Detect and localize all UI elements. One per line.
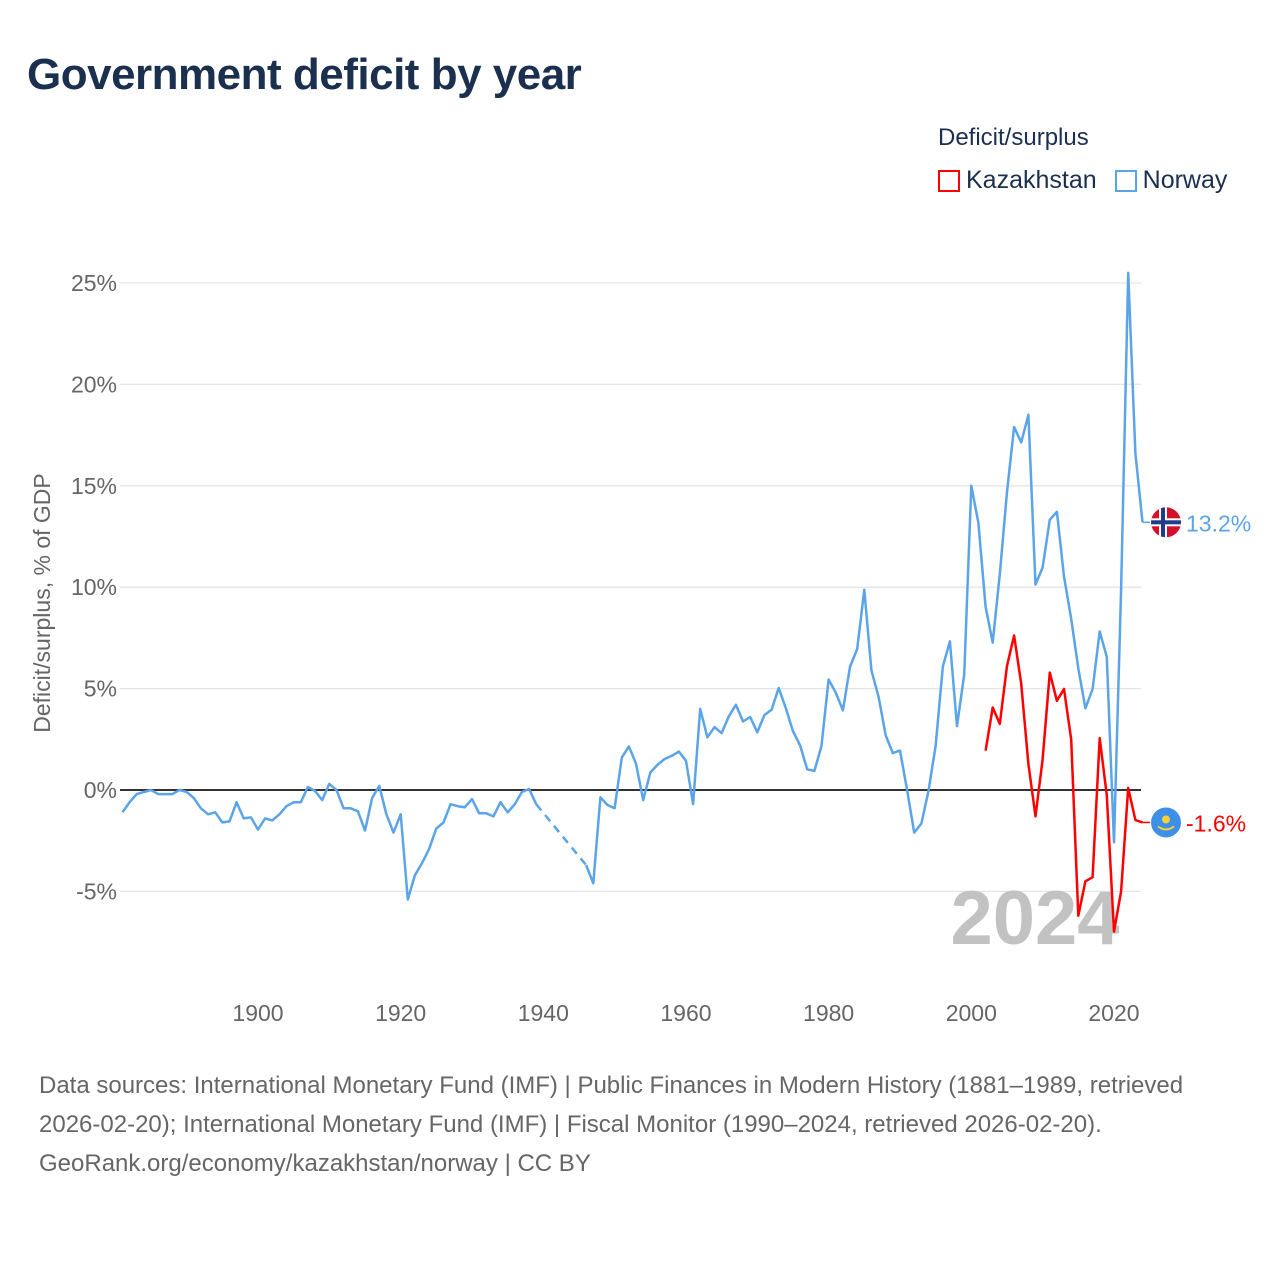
legend-swatch-norway xyxy=(1114,169,1137,192)
legend-swatch-kazakhstan xyxy=(938,169,960,192)
x-tick-label: 1900 xyxy=(232,1000,283,1026)
norway-gap-line xyxy=(535,803,588,866)
legend-title: Deficit/surplus xyxy=(938,124,1089,151)
y-tick-label: 20% xyxy=(71,371,117,397)
legend-label-kazakhstan: Kazakhstan xyxy=(966,166,1097,194)
y-tick-label: 5% xyxy=(84,676,117,702)
y-tick-label: 15% xyxy=(71,473,117,499)
watermark-year: 2024 xyxy=(950,876,1119,961)
norway-line xyxy=(584,271,1144,885)
footer: Data sources: International Monetary Fun… xyxy=(39,1066,1239,1183)
x-tick-label: 1920 xyxy=(375,1000,426,1026)
kazakhstan-line xyxy=(984,634,1143,933)
x-tick-label: 2020 xyxy=(1088,1000,1139,1026)
x-tick-label: 1940 xyxy=(518,1000,569,1026)
chart-title: Government deficit by year xyxy=(27,50,582,99)
kazakhstan-flag-icon xyxy=(1151,807,1181,838)
credit-link[interactable]: GeoRank.org/economy/kazakhstan/norway | … xyxy=(39,1150,591,1177)
legend-item-kazakhstan[interactable]: Kazakhstan xyxy=(938,166,1097,195)
legend: Kazakhstan Norway xyxy=(938,166,1227,195)
norway-flag-icon xyxy=(1151,507,1181,538)
x-tick-label: 2000 xyxy=(946,1000,997,1026)
y-tick-label: 25% xyxy=(71,270,117,296)
norway-line xyxy=(121,782,538,901)
y-tick-label: 0% xyxy=(84,777,117,803)
legend-item-norway[interactable]: Norway xyxy=(1114,166,1228,195)
legend-label-norway: Norway xyxy=(1142,166,1228,194)
kazakhstan-end-label: -1.6% xyxy=(1186,810,1246,836)
data-sources: Data sources: International Monetary Fun… xyxy=(39,1072,1184,1138)
y-axis-label: Deficit/surplus, % of GDP xyxy=(29,473,55,732)
y-tick-label: -5% xyxy=(76,878,117,904)
norway-end-label: 13.2% xyxy=(1186,510,1251,536)
y-tick-label: 10% xyxy=(71,574,117,600)
x-tick-label: 1960 xyxy=(660,1000,711,1026)
x-tick-label: 1980 xyxy=(803,1000,854,1026)
